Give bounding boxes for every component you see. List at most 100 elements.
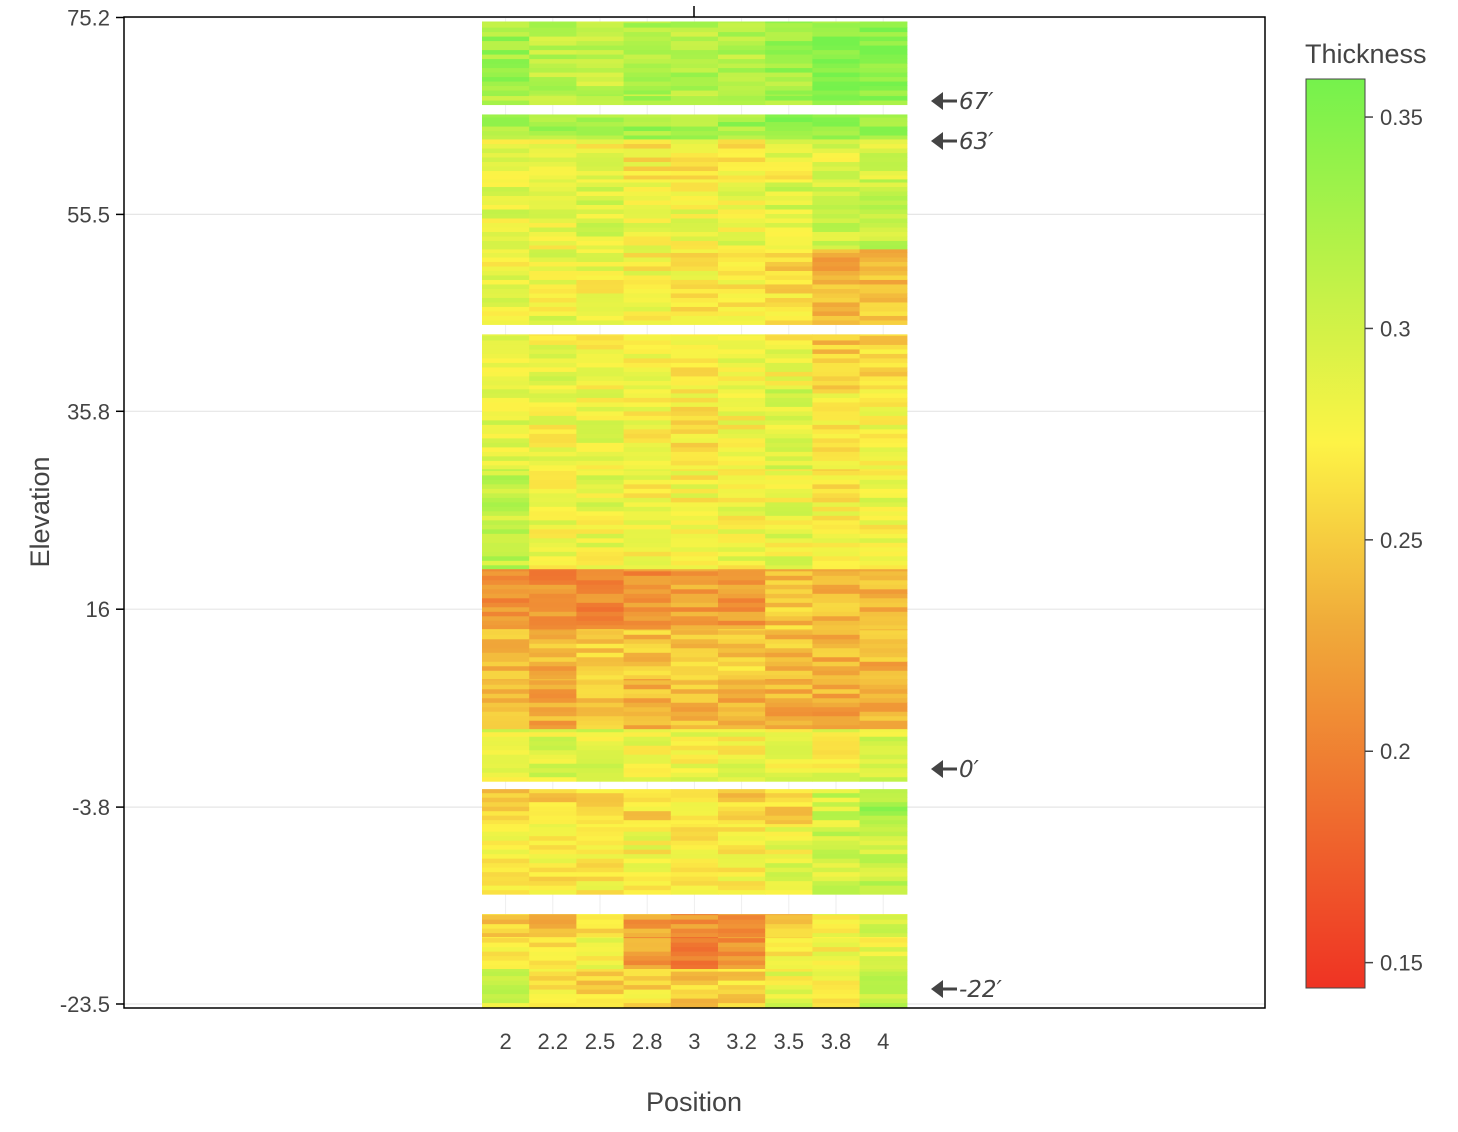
heatmap-cell <box>670 40 719 46</box>
heatmap-cell <box>529 89 577 96</box>
heatmap-cell <box>482 624 530 630</box>
heatmap-cell <box>529 840 577 846</box>
heatmap-cell <box>859 964 908 970</box>
heatmap-cell <box>623 446 672 452</box>
heatmap-cell <box>670 615 719 621</box>
heatmap-cell <box>765 474 813 480</box>
heatmap-cell <box>718 824 766 828</box>
heatmap-cell <box>623 419 672 425</box>
heatmap-cell <box>623 179 672 183</box>
heatmap-cell <box>623 143 672 149</box>
heatmap-cell <box>623 533 672 539</box>
heatmap-cell <box>859 989 908 995</box>
heatmap-cell <box>670 301 719 307</box>
heatmap-cell <box>670 319 719 325</box>
heatmap-cell <box>623 415 672 421</box>
heatmap-cell <box>623 606 672 612</box>
heatmap-cell <box>529 724 577 730</box>
heatmap-cell <box>623 95 672 101</box>
heatmap-cell <box>859 397 908 403</box>
x-tick-label: 4 <box>877 1029 889 1054</box>
heatmap-cell <box>529 665 577 671</box>
heatmap-cell <box>529 261 577 267</box>
heatmap-cell <box>670 306 719 312</box>
heatmap-cell <box>859 362 908 368</box>
heatmap-cell <box>482 121 530 127</box>
heatmap-cell <box>718 584 766 590</box>
heatmap-cell <box>765 797 813 803</box>
heatmap-cell <box>765 451 813 457</box>
heatmap-cell <box>812 792 861 798</box>
heatmap-cell <box>859 942 908 948</box>
heatmap-cell <box>859 492 908 498</box>
heatmap-cell <box>482 951 530 957</box>
heatmap-cell <box>623 240 672 246</box>
heatmap-cell <box>859 914 908 920</box>
heatmap-cell <box>482 871 530 877</box>
heatmap-cell <box>482 551 530 557</box>
heatmap-cell <box>859 235 908 241</box>
heatmap-cell <box>529 44 577 51</box>
heatmap-cell <box>623 964 672 970</box>
heatmap-cell <box>576 849 625 855</box>
heatmap-cell <box>482 62 530 69</box>
heatmap-cell <box>670 763 719 769</box>
heatmap-cell <box>482 867 530 873</box>
heatmap-cell <box>765 702 813 708</box>
heatmap-cell <box>670 570 719 576</box>
heatmap-cell <box>859 980 908 986</box>
heatmap-cell <box>718 80 766 87</box>
heatmap-cell <box>812 244 861 250</box>
heatmap-cell <box>482 772 530 778</box>
heatmap-cell <box>812 152 861 158</box>
colorbar-tick-label: 0.15 <box>1380 951 1423 976</box>
heatmap-cell <box>859 506 908 512</box>
heatmap-cell <box>812 67 861 73</box>
heatmap-cell <box>623 638 672 644</box>
heatmap-cell <box>765 334 813 336</box>
heatmap-cell <box>623 199 672 206</box>
heatmap-cell <box>670 492 719 498</box>
heatmap-cell <box>529 789 577 794</box>
heatmap-cell <box>812 89 861 96</box>
heatmap-cell <box>859 460 908 466</box>
heatmap-cell <box>576 575 625 581</box>
heatmap-cell <box>529 629 577 631</box>
heatmap-cell <box>812 80 861 87</box>
heatmap-cell <box>718 634 766 640</box>
heatmap-cell <box>859 806 908 812</box>
heatmap-cell <box>765 297 813 303</box>
heatmap-cell <box>765 21 813 24</box>
heatmap-cell <box>529 914 577 916</box>
heatmap-cell <box>812 789 861 794</box>
heatmap-cell <box>576 914 625 916</box>
heatmap-cell <box>670 161 719 167</box>
heatmap-cell <box>529 348 577 354</box>
heatmap-cell <box>670 392 719 398</box>
heatmap-cell <box>718 380 766 386</box>
heatmap-cell <box>812 240 861 246</box>
heatmap-cell <box>718 231 766 237</box>
heatmap-cell <box>529 634 577 640</box>
heatmap-cell <box>812 208 861 215</box>
heatmap-cell <box>812 824 861 828</box>
heatmap-cell <box>482 643 530 649</box>
heatmap-cell <box>718 190 766 197</box>
heatmap-cell <box>623 932 672 938</box>
heatmap-cell <box>576 226 625 232</box>
heatmap-cell <box>765 960 813 966</box>
heatmap-cell <box>859 297 908 303</box>
heatmap-cell <box>859 772 908 778</box>
heatmap-cell <box>718 479 766 485</box>
heatmap-cell <box>765 301 813 307</box>
heatmap-cell <box>670 334 719 336</box>
heatmap-cell <box>812 555 861 561</box>
heatmap-cell <box>765 634 813 640</box>
heatmap-cell <box>623 575 672 581</box>
heatmap-cell <box>859 679 908 685</box>
heatmap-cell <box>765 720 813 726</box>
annotation-label: 67′ <box>959 89 994 115</box>
heatmap-cell <box>859 174 908 181</box>
heatmap-cell <box>765 67 813 73</box>
heatmap-cell <box>623 161 672 167</box>
